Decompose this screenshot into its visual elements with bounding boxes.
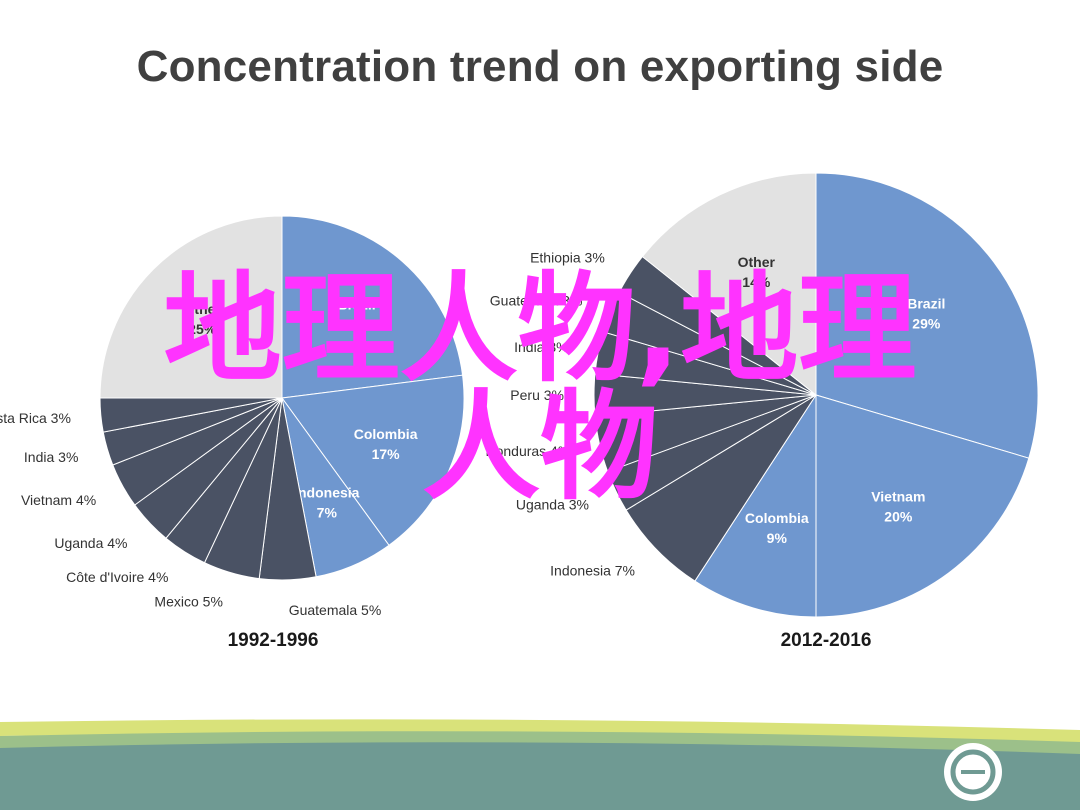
pie-slice-other [641, 172, 817, 397]
slice-label-peru: Peru 3% [510, 387, 564, 403]
pie-slice-indonesia [625, 394, 817, 582]
slice-label-colombia: Colombia [354, 426, 418, 442]
slice-label-c-te-d-ivoire: Côte d'Ivoire 4% [66, 569, 168, 585]
slice-value-brazil: 23% [343, 316, 372, 332]
slice-value-other: 14% [742, 274, 771, 290]
slice-label-costa-rica: Costa Rica 3% [0, 410, 71, 426]
pie-chart-1992-1996: Brazil 23% Colombia 17% Indonesia 7% Guatemala… [0, 215, 465, 618]
slice-value-other: 25% [188, 321, 217, 337]
slice-label-india: India 3% [24, 449, 78, 465]
pie-slice-colombia [281, 374, 465, 546]
pie-slice-other [99, 215, 283, 399]
pie-chart-2012-2016: Brazil 29% Vietnam 20% Colombia 9% Indonesia 7… [485, 172, 1039, 618]
slice-label-other: Other [738, 254, 776, 270]
slice-value-brazil: 29% [912, 316, 941, 332]
slice-label-vietnam: Vietnam 4% [21, 492, 96, 508]
slice-label-brazil: Brazil [338, 296, 376, 312]
slice-label-indonesia: Indonesia 7% [550, 562, 635, 578]
pie-title-1992-1996: 1992-1996 [228, 630, 319, 651]
slice-value-vietnam: 20% [884, 508, 913, 524]
slice-label-ethiopia: Ethiopia 3% [530, 250, 605, 266]
footer-band-teal [0, 742, 1080, 810]
slice-label-mexico: Mexico 5% [154, 594, 222, 610]
slice-value-colombia: 17% [372, 446, 401, 462]
circle-logo-icon [944, 743, 1002, 801]
slice-value-indonesia: 7% [317, 505, 338, 521]
footer-band [0, 719, 1080, 810]
pie-slice-brazil [281, 215, 464, 399]
pie-slice-colombia [694, 393, 817, 618]
slice-label-honduras: Honduras 4% [485, 443, 570, 459]
slice-label-guatemala: Guatemala 5% [289, 602, 382, 618]
pie-title-2012-2016: 2012-2016 [781, 630, 872, 651]
slice-label-india: India 3% [514, 339, 568, 355]
slice-label-vietnam: Vietnam [871, 488, 925, 504]
pie-slice-vietnam [815, 394, 1030, 618]
slice-label-indonesia: Indonesia [294, 485, 360, 501]
slice-label-uganda: Uganda 3% [516, 496, 589, 512]
slice-value-colombia: 9% [767, 530, 788, 546]
slice-label-guatemala: Guatemala 3% [490, 292, 583, 308]
slice-label-uganda: Uganda 4% [54, 535, 127, 551]
pie-charts: Brazil 23% Colombia 17% Indonesia 7% Guatemala… [0, 172, 1039, 651]
slide-title: Concentration trend on exporting side [136, 42, 944, 91]
slice-label-other: Other [184, 301, 222, 317]
slice-label-brazil: Brazil [907, 296, 945, 312]
pie-slice-brazil [815, 172, 1039, 459]
slice-label-colombia: Colombia [745, 510, 809, 526]
